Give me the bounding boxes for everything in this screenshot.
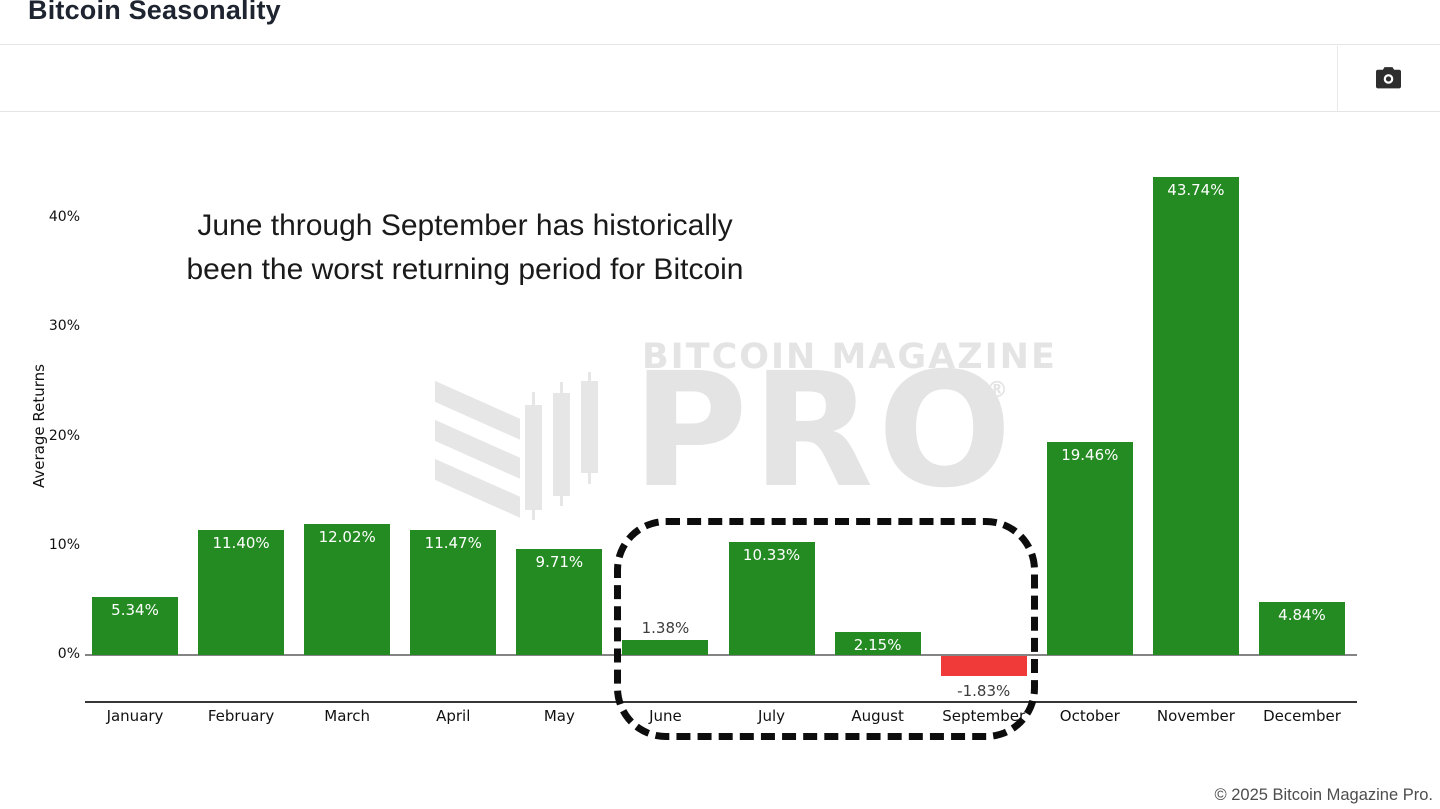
- x-tick-april: April: [436, 707, 471, 725]
- bar-value-label-july: 10.33%: [742, 546, 801, 565]
- copyright-text: © 2025 Bitcoin Magazine Pro.: [1214, 786, 1433, 804]
- bar-october[interactable]: [1046, 442, 1133, 655]
- x-tick-august: August: [851, 707, 904, 725]
- y-tick-30%: 30%: [48, 318, 80, 335]
- watermark-registered-mark: ®: [986, 378, 1008, 403]
- bar-february[interactable]: [198, 530, 285, 655]
- bar-value-label-november: 43.74%: [1167, 181, 1225, 200]
- bar-december[interactable]: [1258, 602, 1345, 655]
- bar-value-label-march: 12.02%: [318, 527, 376, 546]
- bar-january[interactable]: [92, 596, 178, 655]
- bar-value-label-april: 11.47%: [424, 533, 482, 552]
- bar-november[interactable]: [1152, 177, 1239, 655]
- x-tick-december: December: [1263, 707, 1341, 725]
- bar-august[interactable]: [834, 631, 921, 655]
- download-snapshot-button[interactable]: [1360, 59, 1416, 99]
- bitcoin-magazine-pro-logo-icon: [433, 372, 608, 527]
- bar-july[interactable]: [728, 542, 815, 655]
- bar-june[interactable]: [622, 639, 709, 655]
- bar-september[interactable]: [940, 656, 1027, 676]
- annotation-line-2: been the worst returning period for Bitc…: [186, 253, 744, 286]
- bar-value-label-june: 1.38%: [641, 618, 690, 637]
- y-axis-title: Average Returns: [30, 364, 48, 488]
- watermark-pro-text: PRO: [632, 339, 1016, 523]
- x-tick-october: October: [1059, 707, 1120, 725]
- camera-icon: [1375, 66, 1401, 92]
- x-tick-february: February: [207, 707, 275, 725]
- june-september-highlight-box: [614, 518, 1038, 740]
- annotation-line-1: June through September has historically: [197, 209, 733, 242]
- bar-value-label-may: 9.71%: [535, 552, 584, 571]
- y-tick-10%: 10%: [48, 536, 80, 553]
- toolbar-divider: [1337, 46, 1338, 111]
- page-title: Bitcoin Seasonality: [28, 0, 281, 25]
- bar-april[interactable]: [410, 529, 497, 655]
- x-tick-july: July: [758, 707, 786, 725]
- watermark-brand-text: BITCOIN MAGAZINE: [642, 337, 1057, 377]
- toolbar: [0, 46, 1440, 112]
- bar-may[interactable]: [516, 548, 603, 655]
- zero-baseline: [85, 654, 1357, 656]
- header: Bitcoin Seasonality: [0, 0, 1440, 45]
- x-tick-january: January: [106, 707, 164, 725]
- bar-value-label-february: 11.40%: [212, 534, 270, 553]
- bar-value-label-october: 19.46%: [1061, 446, 1119, 465]
- y-tick-0%: 0%: [57, 646, 80, 662]
- bar-value-label-december: 4.84%: [1278, 606, 1326, 625]
- y-tick-40%: 40%: [48, 209, 80, 225]
- bar-value-label-january: 5.34%: [111, 600, 159, 619]
- bar-march[interactable]: [304, 523, 391, 655]
- x-tick-november: November: [1156, 707, 1235, 725]
- bar-value-label-august: 2.15%: [853, 635, 902, 654]
- chart-annotation: June through September has historically …: [65, 204, 865, 292]
- y-tick-20%: 20%: [48, 427, 80, 444]
- x-tick-may: May: [543, 707, 575, 725]
- x-axis-line: [85, 701, 1357, 703]
- x-tick-march: March: [324, 707, 371, 725]
